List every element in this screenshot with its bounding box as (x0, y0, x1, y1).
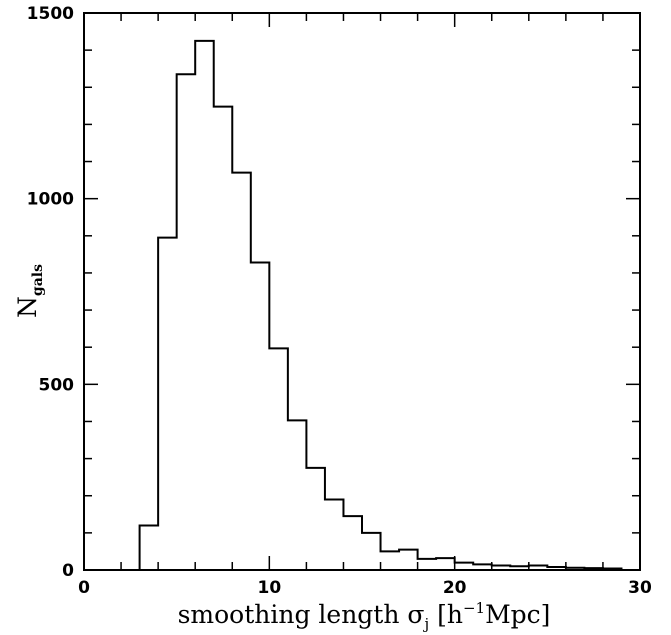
histogram-bin (362, 533, 381, 570)
y-tick-label: 1000 (27, 190, 74, 210)
y-tick-label: 1500 (27, 4, 74, 24)
y-tick-label: 500 (39, 375, 75, 395)
histogram-bin (343, 516, 362, 570)
histogram-bin (232, 173, 251, 570)
histogram-bin (381, 551, 400, 570)
x-tick-label: 0 (78, 578, 90, 598)
histogram-bin (214, 107, 233, 570)
histogram-bin (455, 563, 474, 570)
x-tick-label: 20 (443, 578, 467, 598)
histogram-bin (288, 420, 307, 570)
histogram-bin (399, 550, 418, 570)
histogram-bin (269, 348, 288, 570)
histogram-outline (138, 39, 623, 570)
y-axis-title: Ngals (13, 264, 46, 318)
histogram-bin (140, 525, 159, 570)
histogram-bin (195, 41, 214, 570)
tick-labels: 0 10 20 30 0 500 1000 1500 (27, 4, 652, 598)
histogram-bin (418, 559, 437, 570)
axis-ticks (83, 12, 641, 571)
histogram-bin (177, 74, 196, 570)
x-tick-label: 10 (257, 578, 281, 598)
histogram-bin (436, 558, 455, 570)
y-tick-label: 0 (62, 561, 74, 581)
histogram-bin (158, 238, 177, 570)
x-axis-title: smoothing length σj [h−1Mpc] (178, 599, 551, 633)
histogram-plot (138, 39, 623, 570)
plot-frame (83, 12, 641, 571)
x-tick-label: 30 (628, 578, 652, 598)
histogram-bin (306, 468, 325, 570)
histogram-bin (325, 499, 344, 570)
histogram-bin (251, 263, 270, 570)
